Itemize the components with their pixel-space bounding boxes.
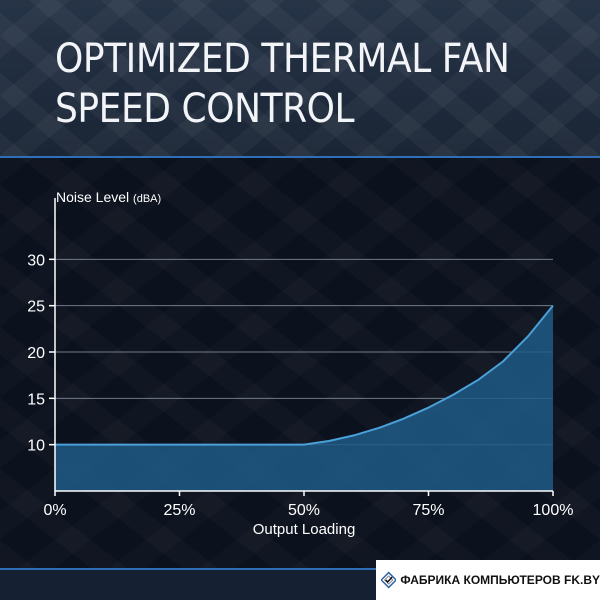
x-tick-label: 50% — [288, 502, 320, 519]
y-axis-unit: (dBA) — [133, 193, 161, 205]
header-banner — [0, 0, 600, 156]
header-divider — [0, 156, 600, 158]
y-tick-label: 10 — [27, 438, 45, 455]
brand-logo-icon — [381, 571, 397, 589]
x-tick-label: 100% — [533, 502, 574, 519]
page-title: OPTIMIZED THERMAL FAN SPEED CONTROL — [55, 36, 510, 132]
y-axis-label: Noise Level (dBA) — [56, 189, 161, 205]
y-tick-label: 25 — [27, 299, 45, 316]
series-line — [55, 305, 554, 446]
x-tick-label: 0% — [43, 502, 66, 519]
y-tick-label: 15 — [27, 391, 45, 408]
x-tick-label: 75% — [412, 502, 444, 519]
y-tick-label: 30 — [27, 252, 45, 269]
brand-badge: ФАБРИКА КОМПЬЮТЕРОВ FK.BY — [376, 560, 600, 600]
noise-chart: 10 15 20 25 30 0% 25% 50% 75% 100% Noise Level (dB… — [27, 189, 574, 538]
y-tick-label: 20 — [27, 345, 45, 362]
chart-panel: 10 15 20 25 30 0% 25% 50% 75% 100% Noise Level (dB… — [0, 158, 600, 568]
brand-label: ФАБРИКА КОМПЬЮТЕРОВ FK.BY — [400, 573, 600, 587]
x-axis-label: Output Loading — [253, 521, 356, 538]
footer-divider — [0, 568, 600, 570]
x-tick-label: 25% — [163, 502, 195, 519]
